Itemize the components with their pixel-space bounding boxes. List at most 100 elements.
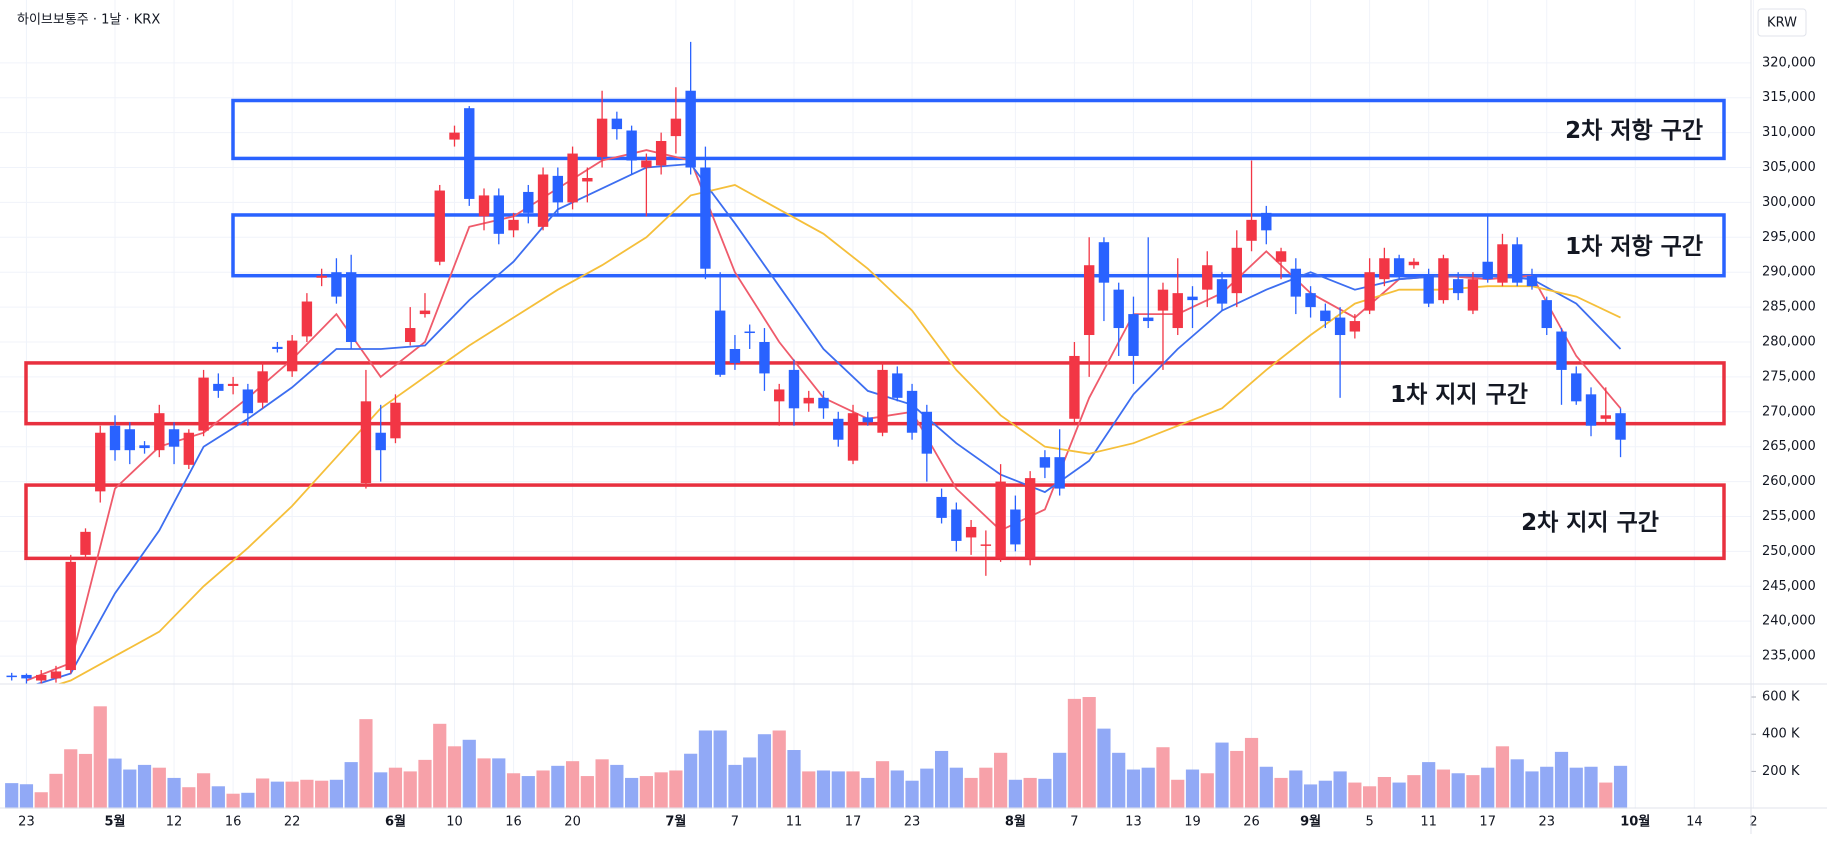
volume-bar <box>403 771 417 809</box>
x-tick-label: 16 <box>505 815 522 830</box>
candle-body <box>1320 310 1331 322</box>
x-tick-label: 7월 <box>665 814 686 830</box>
x-tick-label: 23 <box>904 815 921 830</box>
x-tick-label: 23 <box>1538 815 1555 830</box>
volume-bar <box>1289 770 1303 809</box>
candle-body <box>596 118 608 158</box>
candle-body <box>611 118 623 130</box>
volume-bar <box>1333 771 1347 809</box>
volume-bar <box>344 762 358 809</box>
candle-body <box>316 275 327 278</box>
candle-body <box>508 219 519 231</box>
volume-bar <box>300 779 314 809</box>
volume-bar <box>285 781 299 809</box>
candle-body <box>788 369 800 409</box>
volume-bar <box>713 730 727 809</box>
candle-body <box>877 369 888 433</box>
volume-tick-label: 400 K <box>1762 727 1800 742</box>
candles <box>6 41 1626 684</box>
candle-body <box>1187 296 1198 301</box>
y-tick-label: 245,000 <box>1762 579 1816 594</box>
volume-bar <box>1363 786 1377 809</box>
volume-bar <box>1112 752 1126 809</box>
volume-bar <box>182 787 196 809</box>
volume-bar <box>226 793 240 809</box>
volume-bar <box>1053 752 1067 809</box>
volume-pane <box>5 697 1628 809</box>
volume-bar <box>757 734 772 809</box>
x-tick-label: 14 <box>1686 815 1703 830</box>
candle-body <box>198 377 209 431</box>
candle-body <box>1512 244 1523 283</box>
volume-bar <box>329 779 344 809</box>
volume-bar <box>270 781 284 809</box>
candle-body <box>1615 413 1626 440</box>
candle-body <box>980 544 992 546</box>
volume-bar <box>654 772 668 809</box>
volume-bar <box>728 764 742 809</box>
candle-body <box>1482 261 1493 280</box>
candle-body <box>1452 279 1464 294</box>
volume-bar <box>374 772 388 809</box>
volume-bar <box>772 730 786 809</box>
volume-bar <box>78 753 93 809</box>
candle-body <box>1334 317 1346 336</box>
volume-bar <box>1407 775 1421 809</box>
volume-bar <box>1569 767 1583 809</box>
volume-bar <box>433 723 447 809</box>
volume-bar <box>418 759 432 809</box>
currency-box[interactable] <box>1757 8 1807 37</box>
candle-body <box>1408 261 1420 266</box>
candle-body <box>1246 219 1257 241</box>
candle-body <box>405 328 416 342</box>
volume-bar <box>1466 775 1480 809</box>
candle-body <box>21 674 32 679</box>
candle-body <box>286 340 298 372</box>
candle-body <box>759 342 770 374</box>
candle-body <box>50 671 62 679</box>
candle-body <box>523 191 534 213</box>
candle-body <box>257 371 268 403</box>
volume-bar <box>152 767 166 809</box>
x-tick-label: 9월 <box>1300 814 1321 830</box>
candle-body <box>464 108 475 199</box>
candle-body <box>965 526 977 538</box>
currency[interactable]: KRW <box>1767 16 1797 31</box>
volume-bar <box>831 771 845 809</box>
volume-bar <box>34 792 48 809</box>
candle-body <box>1083 265 1095 336</box>
volume-bar <box>1185 769 1200 809</box>
volume-bar <box>492 758 506 809</box>
candle-body <box>1010 509 1021 545</box>
candle-body <box>1128 314 1139 356</box>
candle-body <box>803 397 814 404</box>
candle-body <box>995 481 1006 559</box>
volume-bar <box>1274 777 1288 809</box>
volume-bar <box>1244 737 1259 809</box>
candle-body <box>301 301 313 337</box>
candle-body <box>331 272 342 297</box>
x-tick-label: 5월 <box>105 814 126 830</box>
volume-bar <box>1008 779 1022 809</box>
moving-average <box>34 163 1622 684</box>
axes: 235,000 240,000 245,000 250,000 255,000 260,0… <box>18 55 1816 829</box>
volume-tick-label: 600 K <box>1762 690 1800 705</box>
volume-bar <box>1599 782 1613 809</box>
candle-body <box>65 561 76 671</box>
volume-bar <box>949 767 963 809</box>
candle-body <box>375 432 386 451</box>
volume-bar <box>890 770 904 809</box>
volume-bar <box>1082 697 1096 809</box>
x-tick-label: 17 <box>1479 815 1496 830</box>
candle-body <box>1305 293 1316 308</box>
y-tick-label: 250,000 <box>1762 544 1816 559</box>
candle-body <box>1585 394 1597 426</box>
candle-body <box>1172 293 1183 329</box>
candle-body <box>906 390 918 433</box>
candle-body <box>36 674 47 681</box>
y-tick-label: 240,000 <box>1762 614 1816 629</box>
candle-body <box>478 195 490 217</box>
volume-bar <box>1613 765 1628 809</box>
candle-body <box>1261 212 1272 231</box>
